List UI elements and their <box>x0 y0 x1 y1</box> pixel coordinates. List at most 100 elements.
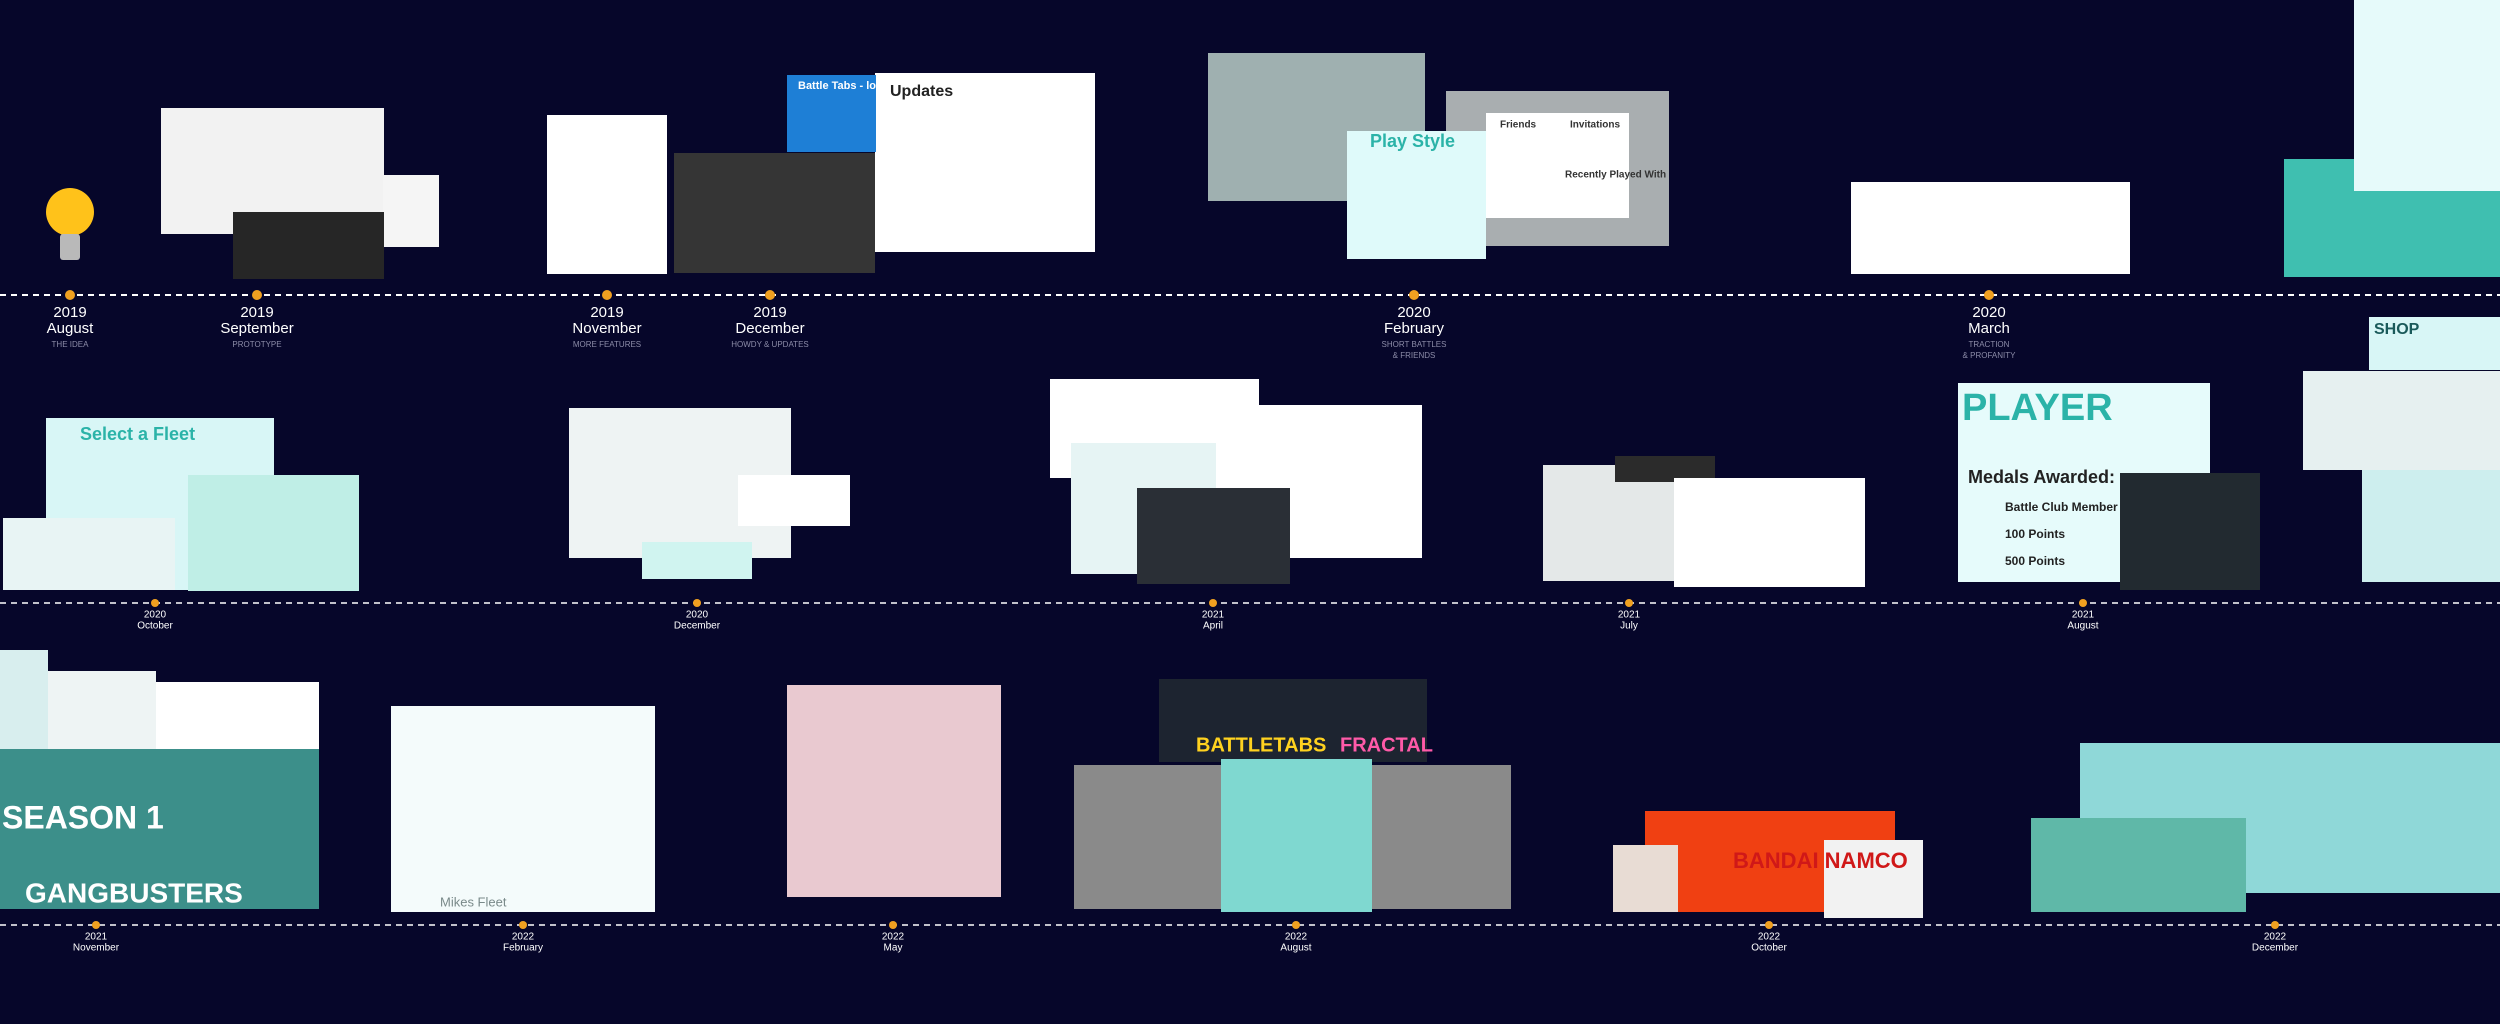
screenshot <box>1159 679 1427 762</box>
screen-caption: Friends <box>1500 120 1537 131</box>
milestone-month: November <box>572 320 641 337</box>
milestone-month: December <box>735 320 804 337</box>
milestone-dot <box>2271 921 2279 929</box>
milestone-year: 2019 <box>240 304 273 321</box>
milestone-month: October <box>1751 943 1787 954</box>
milestone-note: PROTOTYPE <box>232 340 281 349</box>
milestone-year: 2019 <box>753 304 786 321</box>
milestone-note: HOWDY & UPDATES <box>731 340 809 349</box>
screenshot <box>1824 840 1923 918</box>
milestone-month: December <box>2252 943 2299 954</box>
screen-caption: PLAYER <box>1962 387 2113 429</box>
screen-caption: Recently Played With <box>1565 170 1666 181</box>
milestone-dot <box>1292 921 1300 929</box>
milestone-note: & FRIENDS <box>1393 351 1436 360</box>
milestone-dot <box>519 921 527 929</box>
screen-caption: GANGBUSTERS <box>25 877 243 908</box>
milestone-dot <box>602 290 612 300</box>
milestone-year: 2020 <box>1972 304 2005 321</box>
screenshot <box>2120 473 2260 590</box>
screenshot <box>1615 456 1715 482</box>
milestone-year: 2019 <box>53 304 86 321</box>
milestone-dot <box>65 290 75 300</box>
screenshot <box>0 749 319 909</box>
milestone-note: MORE FEATURES <box>573 340 641 349</box>
screenshot <box>674 153 875 273</box>
milestone-year: 2022 <box>512 932 535 943</box>
screenshot <box>1137 488 1290 584</box>
milestone-dot <box>1409 290 1419 300</box>
screen-caption: SHOP <box>2374 321 2420 338</box>
screenshot <box>391 706 655 912</box>
milestone-month: July <box>1620 621 1638 632</box>
idea-bulb <box>46 188 94 260</box>
screenshot <box>383 175 439 247</box>
screenshot <box>1674 478 1865 587</box>
screen-caption: Play Style <box>1370 131 1455 151</box>
screenshot <box>1543 465 1674 581</box>
screenshot <box>787 685 1001 897</box>
milestone-year: 2022 <box>882 932 905 943</box>
screenshot <box>2354 0 2500 191</box>
screenshot <box>787 75 876 152</box>
screen-caption: Mikes Fleet <box>440 894 507 909</box>
milestone-year: 2020 <box>1397 304 1430 321</box>
screen-caption: BATTLETABS <box>1196 734 1326 756</box>
milestone-month: August <box>47 320 95 337</box>
screenshot <box>642 542 752 579</box>
milestone-year: 2020 <box>686 610 709 621</box>
milestone-month: March <box>1968 320 2010 337</box>
milestone-year: 2022 <box>1285 932 1308 943</box>
milestone-dot <box>1765 921 1773 929</box>
milestone-note: TRACTION <box>1969 340 2010 349</box>
milestone-dot <box>1625 599 1633 607</box>
screen-caption: BANDAI NAMCO <box>1733 848 1908 873</box>
milestone-month: August <box>1280 943 1311 954</box>
milestone-dot <box>889 921 897 929</box>
screenshot <box>547 115 667 274</box>
milestone-dot <box>1209 599 1217 607</box>
milestone-dot <box>765 290 775 300</box>
milestone-year: 2021 <box>85 932 108 943</box>
milestone-year: 2022 <box>2264 932 2287 943</box>
milestone-month: October <box>137 621 173 632</box>
milestone-month: August <box>2067 621 2098 632</box>
milestone-month: May <box>884 943 903 954</box>
milestone-dot <box>92 921 100 929</box>
milestone-dot <box>1984 290 1994 300</box>
milestone-year: 2021 <box>2072 610 2095 621</box>
screenshot <box>1851 182 2130 274</box>
screen-caption: 100 Points <box>2005 527 2065 541</box>
screenshot <box>3 518 175 590</box>
screen-caption: Select a Fleet <box>80 424 195 444</box>
milestone-note: SHORT BATTLES <box>1382 340 1447 349</box>
milestone-dot <box>151 599 159 607</box>
milestone-month: November <box>73 943 120 954</box>
screen-caption: SEASON 1 <box>2 799 164 835</box>
screenshot <box>875 73 1095 252</box>
screenshot <box>2362 470 2500 582</box>
screen-caption: Updates <box>890 83 953 100</box>
screenshot <box>233 212 384 279</box>
screen-caption: FRACTAL <box>1340 734 1433 756</box>
milestone-year: 2019 <box>590 304 623 321</box>
milestone-note: & PROFANITY <box>1963 351 2017 360</box>
milestone-year: 2021 <box>1202 610 1225 621</box>
screen-caption: 500 Points <box>2005 554 2065 568</box>
milestone-month: February <box>1384 320 1445 337</box>
screenshot <box>2303 371 2500 470</box>
milestone-year: 2021 <box>1618 610 1641 621</box>
milestone-month: April <box>1203 621 1223 632</box>
milestone-dot <box>2079 599 2087 607</box>
screen-caption: Medals Awarded: <box>1968 467 2115 487</box>
milestone-month: December <box>674 621 721 632</box>
screenshot <box>738 475 850 526</box>
screenshot <box>2031 818 2246 912</box>
milestone-dot <box>252 290 262 300</box>
screenshot <box>2369 317 2500 370</box>
milestone-month: February <box>503 943 543 954</box>
milestone-note: THE IDEA <box>52 340 90 349</box>
screen-caption: Battle Club Member <box>2005 500 2118 514</box>
milestone-year: 2020 <box>144 610 167 621</box>
